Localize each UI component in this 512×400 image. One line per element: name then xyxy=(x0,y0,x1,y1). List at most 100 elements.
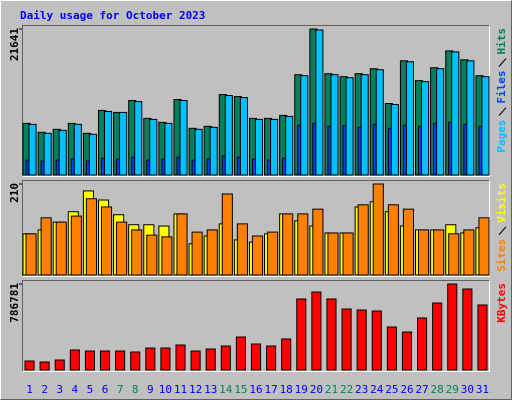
bar xyxy=(221,193,233,276)
bar xyxy=(436,68,445,176)
x-tick-label: 10 xyxy=(159,383,172,396)
panel-bevel-dark xyxy=(22,180,490,277)
bar xyxy=(342,232,354,276)
panel-bevel-light xyxy=(22,280,490,372)
bar xyxy=(58,129,67,176)
y-tick-label: 21641 xyxy=(8,28,21,61)
bar xyxy=(477,304,488,371)
panel-bevel-light xyxy=(22,180,490,277)
x-tick-label: 16 xyxy=(249,383,262,396)
bar xyxy=(282,213,294,276)
bar xyxy=(54,359,65,371)
bar xyxy=(73,123,82,176)
bar xyxy=(209,126,218,176)
bar xyxy=(390,103,399,176)
bar xyxy=(401,331,413,371)
bar xyxy=(70,215,82,276)
x-tick-label: 14 xyxy=(219,383,233,396)
legend-label: Hits xyxy=(495,28,508,55)
legend-label: Pages xyxy=(495,120,508,153)
bar xyxy=(448,233,460,276)
bar xyxy=(356,309,367,371)
x-tick-label: 19 xyxy=(295,383,308,396)
bar xyxy=(345,77,354,176)
bar xyxy=(175,344,186,371)
x-tick-label: 11 xyxy=(174,383,187,396)
x-tick-label: 22 xyxy=(340,383,353,396)
bar xyxy=(116,221,128,276)
bar xyxy=(372,183,384,276)
x-tick-label: 13 xyxy=(204,383,217,396)
x-tick-label: 23 xyxy=(355,383,368,396)
x-tick-label: 31 xyxy=(476,383,489,396)
bar xyxy=(478,217,490,276)
x-tick-label: 7 xyxy=(117,383,124,396)
bar xyxy=(206,229,218,276)
legend-label: Files xyxy=(495,71,508,104)
bar xyxy=(84,350,95,371)
x-tick-label: 27 xyxy=(415,383,428,396)
bar xyxy=(297,213,309,276)
x-tick-label: 17 xyxy=(264,383,277,396)
bar xyxy=(433,229,445,276)
bar xyxy=(149,118,158,176)
bar xyxy=(481,76,490,176)
bar xyxy=(161,236,173,276)
bar xyxy=(99,350,111,371)
x-tick-label: 29 xyxy=(446,383,459,396)
bar xyxy=(270,118,279,176)
bar xyxy=(421,81,430,176)
bar xyxy=(371,310,382,371)
bar xyxy=(315,29,324,176)
bar xyxy=(357,204,369,276)
panel-bevel-dark xyxy=(22,280,490,372)
bar xyxy=(386,326,397,371)
bar xyxy=(239,97,248,176)
bar xyxy=(119,111,128,176)
bar xyxy=(451,51,460,176)
bar xyxy=(134,101,143,176)
bar xyxy=(405,61,415,176)
x-tick-label: 12 xyxy=(189,383,202,396)
x-tick-label: 25 xyxy=(385,383,398,396)
bar xyxy=(115,350,126,371)
bar xyxy=(281,338,292,371)
bar xyxy=(254,118,264,176)
x-tick-label: 9 xyxy=(147,383,154,396)
y-tick-label: 786781 xyxy=(8,283,21,323)
bar xyxy=(190,350,201,371)
bar xyxy=(40,217,52,276)
legend-separator xyxy=(498,58,507,67)
bar xyxy=(341,308,352,371)
x-tick-label: 4 xyxy=(72,383,79,396)
bar xyxy=(360,74,369,176)
x-tick-label: 15 xyxy=(234,383,247,396)
bar xyxy=(220,345,231,371)
bar xyxy=(285,115,294,176)
bar xyxy=(462,288,473,371)
bar xyxy=(326,298,337,371)
bar xyxy=(85,198,97,276)
bar xyxy=(300,75,309,176)
bar xyxy=(312,208,324,276)
bar xyxy=(330,74,339,176)
bar xyxy=(25,233,37,276)
legend-separator xyxy=(498,226,507,236)
bar xyxy=(146,234,158,276)
x-tick-label: 20 xyxy=(310,383,323,396)
bar xyxy=(235,336,246,371)
bar xyxy=(88,133,97,176)
bar xyxy=(432,302,443,371)
bar xyxy=(463,229,475,276)
bar xyxy=(266,345,277,371)
bar xyxy=(250,343,262,371)
bar xyxy=(418,229,430,276)
legend-label: Sites xyxy=(495,239,508,272)
bar xyxy=(100,206,113,276)
bar xyxy=(402,208,415,276)
bar xyxy=(236,223,248,276)
bar xyxy=(130,351,141,371)
x-tick-label: 3 xyxy=(56,383,63,396)
bar xyxy=(39,361,50,371)
